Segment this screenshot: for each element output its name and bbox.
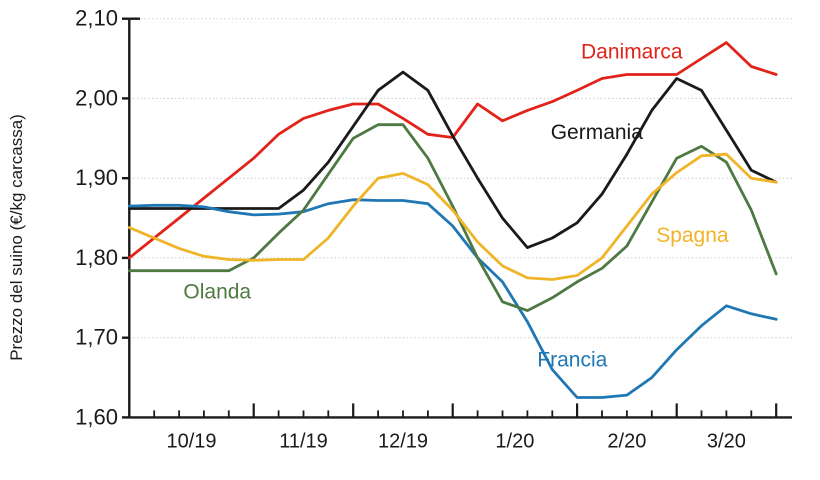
svg-text:2,10: 2,10 — [75, 6, 118, 31]
svg-text:11/19: 11/19 — [279, 430, 328, 452]
svg-text:1/20: 1/20 — [495, 430, 534, 452]
svg-text:2/20: 2/20 — [607, 430, 646, 452]
svg-text:Olanda: Olanda — [183, 281, 251, 304]
svg-text:1,70: 1,70 — [75, 325, 118, 350]
svg-text:3/20: 3/20 — [707, 430, 746, 452]
svg-text:10/19: 10/19 — [166, 430, 216, 452]
svg-text:1,60: 1,60 — [75, 404, 118, 429]
svg-text:12/19: 12/19 — [378, 430, 428, 452]
svg-text:Prezzo del suino (€/kg carcass: Prezzo del suino (€/kg carcassa) — [7, 114, 26, 361]
svg-text:Germania: Germania — [551, 121, 644, 144]
svg-text:1,80: 1,80 — [75, 245, 118, 270]
svg-text:Spagna: Spagna — [656, 224, 729, 247]
svg-text:1,90: 1,90 — [75, 165, 118, 190]
svg-text:Danimarca: Danimarca — [581, 41, 683, 64]
svg-text:Francia: Francia — [537, 348, 607, 371]
svg-text:2,00: 2,00 — [75, 85, 118, 110]
